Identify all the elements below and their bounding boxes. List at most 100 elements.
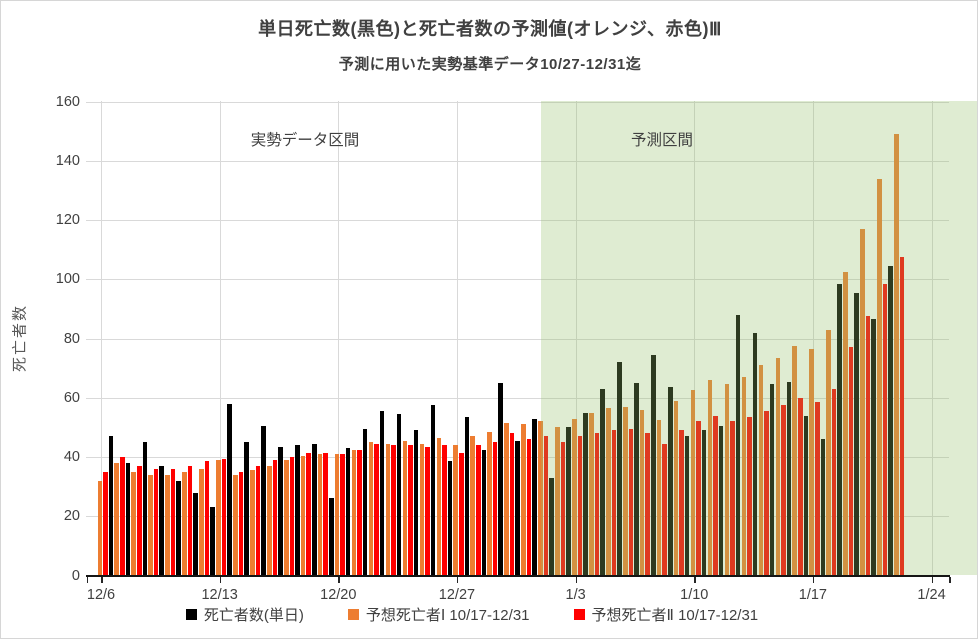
y-tick-label-140: 140 <box>55 152 80 169</box>
bar-actual-12-10 <box>176 480 181 576</box>
y-axis-title: 死亡者数 <box>11 303 29 373</box>
bar-forecast1-12-18 <box>300 455 306 576</box>
bar-forecast2-12-15 <box>255 465 261 576</box>
bar-forecast1-1-7 <box>639 409 645 576</box>
bar-forecast2-12-17 <box>289 457 295 576</box>
bar-forecast2-1-18 <box>831 388 837 576</box>
bar-actual-1-19 <box>854 292 859 576</box>
bar-forecast1-12-23 <box>385 443 391 576</box>
region-label-forecast: 予測区間 <box>630 132 694 149</box>
bar-forecast1-1-21 <box>877 178 882 576</box>
legend-label-forecast2: 予想死亡者Ⅱ 10/17-12/31 <box>591 607 759 624</box>
bar-actual-12-23 <box>396 414 402 576</box>
bar-forecast1-12-12 <box>199 468 204 576</box>
bar-forecast2-12-9 <box>153 468 159 576</box>
bar-forecast1-12-30 <box>504 422 509 576</box>
v-gridline-1-3 <box>575 101 577 576</box>
bar-forecast1-1-15 <box>775 357 781 576</box>
legend-item-forecast1: 予想死亡者Ⅰ 10/17-12/31 <box>347 604 530 625</box>
bar-forecast2-1-1 <box>543 436 549 576</box>
bar-forecast2-12-16 <box>272 459 278 576</box>
v-gridline-1-10 <box>694 101 696 576</box>
bar-actual-12-24 <box>413 430 419 576</box>
h-gridline-120 <box>86 220 949 222</box>
x-tick-mark-12-13 <box>219 576 222 583</box>
bar-actual-12-18 <box>312 443 317 576</box>
bar-forecast1-1-6 <box>622 406 628 576</box>
bar-forecast1-12-16 <box>267 465 272 576</box>
v-gridline-12-6 <box>101 101 102 576</box>
bar-forecast1-1-9 <box>673 400 679 576</box>
bar-forecast1-12-20 <box>334 454 340 576</box>
bar-forecast2-12-7 <box>120 457 125 576</box>
x-tick-label-12-27: 12/27 <box>438 586 476 603</box>
v-gridline-1-17 <box>812 101 814 576</box>
bar-forecast2-12-11 <box>187 465 193 576</box>
bar-actual-12-15 <box>261 425 266 576</box>
bar-forecast1-12-24 <box>402 440 408 576</box>
bar-actual-1-5 <box>617 362 622 576</box>
y-tick-label-40: 40 <box>63 449 80 466</box>
bar-forecast2-1-8 <box>662 443 667 576</box>
bar-forecast1-12-29 <box>487 431 492 576</box>
bar-actual-12-26 <box>447 461 453 576</box>
bar-actual-1-2 <box>566 427 571 576</box>
bar-forecast1-1-11 <box>707 380 713 576</box>
y-tick-label-0: 0 <box>71 567 80 584</box>
x-tick-label-1-10: 1/10 <box>680 586 709 603</box>
bar-actual-12-12 <box>210 507 215 576</box>
bar-forecast1-12-6 <box>97 480 103 576</box>
bar-forecast1-12-10 <box>165 474 170 576</box>
x-tick-mark-12-6 <box>101 576 103 583</box>
bar-actual-1-18 <box>837 283 843 576</box>
x-tick-label-12-20: 12/20 <box>320 586 357 603</box>
bar-actual-1-11 <box>718 425 724 576</box>
bar-actual-1-8 <box>667 387 673 576</box>
bar-actual-12-25 <box>430 405 436 576</box>
x-edge-tick-1 <box>949 576 951 583</box>
bar-forecast2-12-31 <box>526 439 532 576</box>
bar-forecast2-1-15 <box>781 405 786 576</box>
v-gridline-1-24 <box>931 101 933 576</box>
bar-actual-12-16 <box>278 446 283 576</box>
bar-forecast1-1-8 <box>656 420 662 576</box>
bar-forecast2-12-29 <box>492 442 498 576</box>
bar-forecast1-12-31 <box>521 424 526 576</box>
bar-actual-12-19 <box>328 498 334 576</box>
bar-forecast2-12-6 <box>103 471 108 576</box>
bar-actual-1-4 <box>600 388 605 576</box>
x-tick-mark-1-24 <box>931 576 934 583</box>
y-tick-label-120: 120 <box>55 212 80 229</box>
bar-forecast2-1-22 <box>899 257 905 576</box>
bar-forecast1-12-21 <box>351 449 357 576</box>
bar-forecast2-1-3 <box>577 436 583 576</box>
h-gridline-160 <box>86 101 949 103</box>
bar-forecast1-12-22 <box>368 442 374 576</box>
h-gridline-80 <box>86 338 949 340</box>
bar-actual-1-14 <box>769 384 775 576</box>
bar-actual-12-21 <box>362 428 368 576</box>
bar-forecast2-1-20 <box>865 316 871 576</box>
bar-actual-12-20 <box>345 448 351 576</box>
bar-actual-12-11 <box>193 492 198 576</box>
bar-forecast1-1-18 <box>826 329 831 576</box>
bar-actual-12-8 <box>142 442 148 576</box>
bar-forecast2-1-14 <box>764 411 769 576</box>
bar-forecast2-12-12 <box>204 461 210 576</box>
bar-actual-1-6 <box>634 382 639 576</box>
bar-forecast1-1-3 <box>572 418 577 576</box>
bar-actual-1-7 <box>651 354 656 576</box>
bar-forecast1-1-12 <box>724 384 730 576</box>
bar-actual-12-29 <box>498 382 504 576</box>
bar-actual-1-9 <box>684 436 690 576</box>
legend-label-forecast1: 予想死亡者Ⅰ 10/17-12/31 <box>365 607 530 624</box>
y-tick-label-160: 160 <box>55 93 80 110</box>
legend-item-forecast2: 予想死亡者Ⅱ 10/17-12/31 <box>573 604 759 625</box>
bar-forecast1-1-17 <box>809 348 814 576</box>
bar-forecast1-1-16 <box>792 345 798 576</box>
bar-forecast1-1-22 <box>894 134 899 576</box>
bar-actual-12-22 <box>379 411 385 576</box>
bar-forecast2-1-21 <box>882 283 888 576</box>
bar-actual-1-13 <box>752 332 758 576</box>
